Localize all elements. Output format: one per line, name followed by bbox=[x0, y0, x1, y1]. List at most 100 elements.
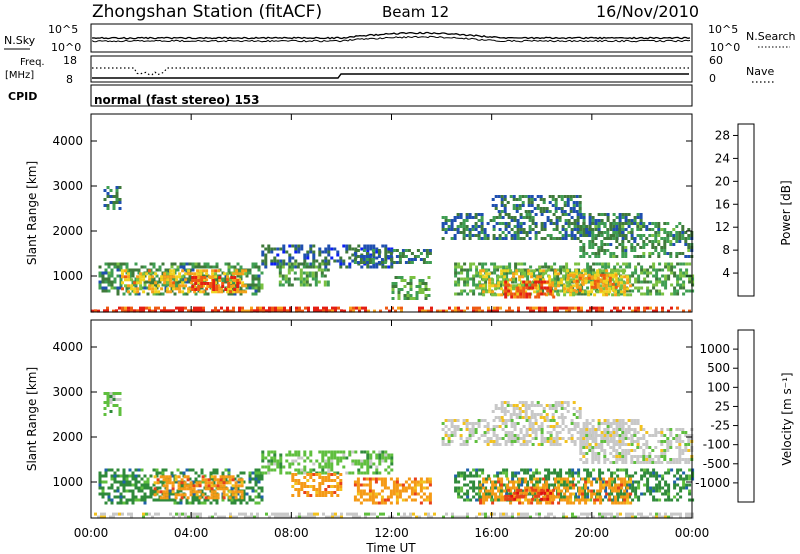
radar-cell bbox=[245, 501, 249, 505]
radar-cell bbox=[546, 234, 550, 237]
radar-cell bbox=[425, 477, 429, 481]
radar-cell bbox=[182, 265, 186, 269]
radar-cell bbox=[371, 501, 375, 505]
radar-cell bbox=[456, 225, 460, 228]
radar-cell bbox=[276, 253, 280, 257]
radar-cell bbox=[421, 282, 425, 285]
radar-cell bbox=[400, 515, 403, 519]
radar-cell bbox=[148, 306, 151, 310]
radar-cell bbox=[512, 275, 516, 279]
radar-cell bbox=[158, 268, 162, 272]
radar-cell bbox=[495, 425, 499, 428]
radar-cell bbox=[375, 256, 379, 260]
radar-cell bbox=[215, 288, 219, 291]
radar-cell bbox=[479, 275, 483, 279]
radar-cell bbox=[342, 259, 346, 263]
radar-cell bbox=[198, 490, 202, 494]
radar-cell bbox=[669, 231, 673, 234]
radar-cell bbox=[611, 273, 615, 277]
radar-cell bbox=[661, 486, 665, 490]
radar-cell bbox=[562, 306, 565, 310]
radar-cell bbox=[519, 237, 523, 240]
radar-cell bbox=[548, 495, 552, 499]
radar-cell bbox=[491, 281, 495, 285]
radar-cell bbox=[513, 237, 517, 240]
radar-cell bbox=[532, 271, 536, 275]
radar-cell bbox=[300, 468, 304, 472]
radar-cell bbox=[177, 493, 181, 497]
radar-cell bbox=[291, 494, 295, 497]
radar-cell bbox=[151, 290, 155, 294]
radar-cell bbox=[661, 292, 665, 296]
radar-cell bbox=[505, 274, 509, 278]
radar-cell bbox=[450, 228, 454, 231]
radar-cell bbox=[688, 492, 692, 496]
radar-cell bbox=[610, 515, 613, 519]
radar-cell bbox=[576, 216, 580, 219]
radar-cell bbox=[463, 471, 467, 475]
radar-cell bbox=[691, 274, 695, 278]
radar-cell bbox=[616, 289, 620, 293]
radar-cell bbox=[363, 459, 367, 463]
radar-cell bbox=[654, 246, 658, 249]
radar-cell bbox=[666, 234, 670, 237]
radar-cell bbox=[581, 278, 585, 282]
radar-cell bbox=[131, 271, 135, 275]
radar-cell bbox=[206, 274, 210, 278]
radar-cell bbox=[636, 213, 640, 216]
radar-cell bbox=[479, 284, 483, 288]
radar-cell bbox=[513, 428, 517, 431]
radar-cell bbox=[308, 271, 312, 275]
radar-cell bbox=[642, 246, 646, 249]
radar-cell bbox=[287, 280, 291, 284]
radar-cell bbox=[462, 222, 466, 225]
radar-cell bbox=[139, 306, 142, 310]
radar-cell bbox=[167, 489, 171, 493]
radar-cell bbox=[224, 262, 228, 266]
radar-cell bbox=[482, 498, 486, 502]
radar-cell bbox=[485, 498, 489, 502]
radar-cell bbox=[549, 286, 553, 290]
radar-cell bbox=[131, 495, 135, 499]
radar-cell bbox=[616, 515, 619, 519]
radar-cell bbox=[377, 477, 381, 481]
radar-cell bbox=[216, 481, 220, 485]
radar-cell bbox=[538, 265, 542, 269]
radar-cell bbox=[160, 287, 164, 291]
radar-cell bbox=[227, 498, 231, 502]
radar-cell bbox=[375, 453, 379, 457]
radar-cell bbox=[536, 284, 540, 288]
radar-cell bbox=[523, 262, 527, 266]
radar-cell bbox=[540, 437, 544, 440]
radar-cell bbox=[624, 252, 628, 255]
radar-cell bbox=[579, 249, 583, 252]
radar-cell bbox=[390, 462, 394, 466]
radar-cell bbox=[166, 287, 170, 291]
radar-cell bbox=[575, 195, 579, 198]
radar-cell bbox=[528, 422, 532, 425]
radar-cell bbox=[573, 237, 577, 240]
radar-cell bbox=[365, 261, 369, 264]
radar-cell bbox=[245, 486, 249, 490]
radar-cell bbox=[254, 501, 258, 505]
radar-cell bbox=[601, 512, 604, 516]
radar-cell bbox=[101, 492, 105, 496]
radar-cell bbox=[460, 289, 464, 293]
radar-cell bbox=[118, 201, 122, 204]
radar-cell bbox=[188, 277, 192, 281]
radar-cell bbox=[609, 243, 613, 246]
radar-cell bbox=[227, 292, 231, 296]
radar-cell bbox=[94, 309, 97, 313]
radar-cell bbox=[481, 471, 485, 475]
radar-cell bbox=[642, 252, 646, 255]
radar-cell bbox=[506, 486, 510, 490]
radar-cell bbox=[672, 228, 676, 231]
radar-cell bbox=[553, 280, 557, 284]
radar-cell bbox=[202, 278, 206, 282]
radar-cell bbox=[151, 284, 155, 288]
radar-cell bbox=[475, 283, 479, 287]
radar-cell bbox=[320, 271, 324, 275]
radar-cell bbox=[339, 450, 343, 454]
radar-cell bbox=[520, 515, 523, 519]
radar-cell bbox=[501, 419, 505, 422]
